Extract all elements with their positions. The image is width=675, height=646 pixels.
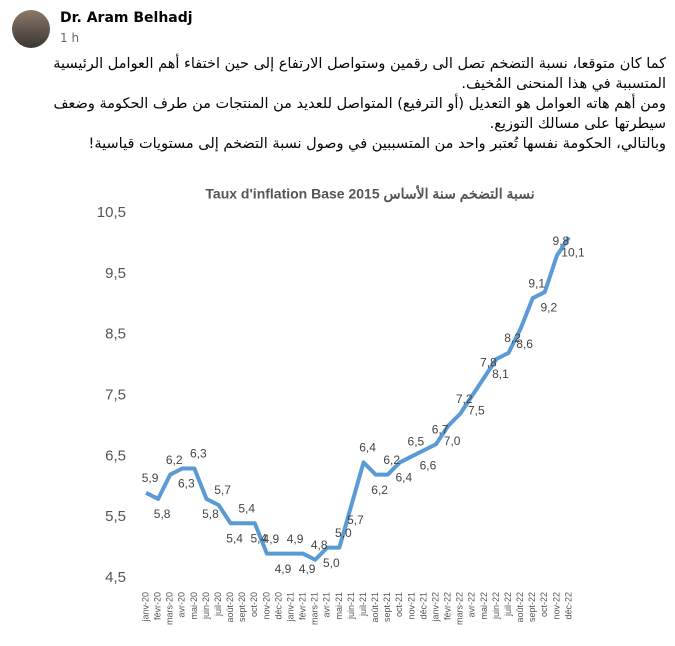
data-label: 5,8 [202,507,219,521]
y-tick-label: 4,5 [105,569,126,586]
x-tick-label: mai-20 [189,592,199,620]
x-tick-label: déc-20 [273,592,283,620]
data-label: 4,9 [275,562,292,576]
x-tick-label: nov-20 [261,592,271,620]
x-tick-label: sept-20 [237,592,247,622]
x-tick-label: mai-21 [334,592,344,620]
x-tick-label: juin-21 [346,592,356,620]
x-tick-label: janv-22 [430,592,440,623]
x-tick-label: oct-22 [539,592,549,617]
data-label: 7,2 [456,392,473,406]
x-tick-label: nov-21 [406,592,416,620]
x-tick-label: déc-22 [563,592,573,620]
author[interactable]: Dr. Aram Belhadj [60,10,193,26]
line [145,236,571,562]
y-tick-label: 8,5 [105,326,126,343]
x-tick-label: sept-21 [382,592,392,622]
data-label: 5,9 [142,471,159,485]
x-tick-label: juil-20 [213,592,223,617]
data-label: 5,0 [335,526,352,540]
x-tick-label: févr-21 [298,592,308,620]
x-tick-label: janv-20 [140,592,150,623]
avatar[interactable] [12,10,50,48]
data-label: 7,5 [468,404,485,418]
y-tick-label: 9,5 [105,265,126,282]
post-text: كما كان متوقعا، نسبة التضخم تصل الى رقمي… [8,54,666,154]
data-label: 6,2 [166,453,183,467]
data-label: 5,7 [347,513,364,527]
chart: Taux d'inflation Base 2015 نسبة التضخم س… [0,170,675,646]
data-label: 6,6 [420,458,437,472]
data-label: 4,9 [287,532,304,546]
data-label: 6,3 [178,477,195,491]
x-tick-label: juin-22 [491,592,501,620]
x-tick-label: mars-21 [310,592,320,625]
x-tick-label: août-20 [225,592,235,623]
data-label: 8,6 [516,337,533,351]
data-label: 4,9 [263,532,280,546]
paragraph: وبالتالي، الحكومة نفسها تُعتبر واحد من ا… [88,136,666,152]
chart-title: Taux d'inflation Base 2015 نسبة التضخم س… [205,185,534,203]
x-tick-label: mai-22 [479,592,489,620]
data-label: 6,2 [383,453,400,467]
x-tick-label: févr-22 [443,592,453,620]
data-label: 6,4 [359,441,376,455]
x-tick-label: avr-20 [177,592,187,618]
x-tick-label: déc-21 [418,592,428,620]
x-tick-label: févr-20 [153,592,163,620]
data-label: 6,5 [408,435,425,449]
data-label: 9,2 [540,300,557,314]
data-label: 6,2 [371,483,388,497]
data-label: 7,8 [480,355,497,369]
data-label: 8,2 [504,331,521,345]
x-tick-label: sept-22 [527,592,537,622]
x-tick-label: avr-21 [322,592,332,618]
chart-background [0,170,675,646]
data-label: 6,3 [190,447,207,461]
data-label: 9,8 [553,234,570,248]
x-tick-label: août-22 [515,592,525,623]
y-tick-label: 7,5 [105,386,126,403]
x-tick-label: juin-20 [201,592,211,620]
x-tick-label: mars-20 [165,592,175,625]
data-label: 5,8 [154,507,171,521]
x-tick-label: août-21 [370,592,380,623]
x-tick-label: avr-22 [467,592,477,618]
post-time[interactable]: 1 h [60,31,80,45]
x-tick-label: nov-22 [551,592,561,620]
post-header: Dr. Aram Belhadj 1 h [0,0,675,55]
data-label: 6,4 [395,471,412,485]
x-tick-label: juil-21 [358,592,368,617]
x-tick-label: juil-22 [503,592,513,617]
x-tick-label: mars-22 [455,592,465,625]
y-tick-label: 6,5 [105,447,126,464]
data-label: 5,4 [238,501,255,515]
data-label: 6,7 [432,422,449,436]
data-label: 10,1 [561,246,585,260]
paragraph: ومن أهم هاته العوامل هو التعديل (أو التر… [53,96,666,132]
x-tick-label: oct-20 [249,592,259,617]
data-label: 5,7 [214,483,231,497]
x-tick-label: janv-21 [285,592,295,623]
data-label: 7,0 [444,434,461,448]
data-label: 5,4 [226,531,243,545]
data-label: 4,9 [299,562,316,576]
y-tick-label: 5,5 [105,508,126,525]
data-label: 8,1 [492,367,509,381]
y-tick-label: 10,5 [97,204,126,221]
data-label: 5,4 [250,531,267,545]
data-label: 4,8 [311,538,328,552]
data-label: 5,0 [323,556,340,570]
data-label: 9,1 [528,276,545,290]
paragraph: كما كان متوقعا، نسبة التضخم تصل الى رقمي… [53,56,666,92]
x-tick-label: oct-21 [394,592,404,617]
